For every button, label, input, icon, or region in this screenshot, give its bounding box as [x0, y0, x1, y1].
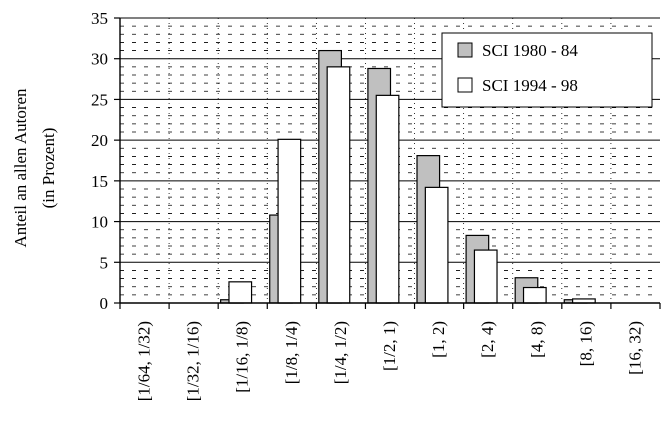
y-tick-label: 5 — [100, 253, 109, 272]
x-tick-label: [4, 8) — [527, 321, 546, 358]
x-tick-label: [1/64, 1/32) — [135, 321, 154, 401]
bar-series-2-6 — [424, 186, 449, 304]
x-tick-labels: [1/64, 1/32) [1/32, 1/16) [1/16, 1/8) [1/8,… — [135, 321, 645, 401]
y-axis-label-line-2: (in Prozent) — [39, 128, 58, 209]
legend-label-series-2: SCI 1994 - 98 — [482, 76, 578, 95]
y-axis-label-line-1: Anteil an allen Autoren — [11, 88, 30, 248]
x-tick-label: [1/16, 1/8) — [233, 321, 252, 393]
y-tick-label: 30 — [91, 50, 108, 69]
bar-series-2-5 — [375, 94, 400, 304]
y-tick-label: 25 — [91, 90, 108, 109]
legend: SCI 1980 - 84 SCI 1994 - 98 — [441, 32, 653, 108]
x-tick-label: [1/32, 1/16) — [184, 321, 203, 401]
x-tick-label: [1, 2) — [429, 321, 448, 358]
bars — [220, 49, 596, 304]
y-tick-label: 20 — [91, 131, 108, 150]
x-tick-label: [1/4, 1/2) — [331, 321, 350, 384]
y-tick-label: 10 — [91, 213, 108, 232]
legend-swatch-series-1 — [457, 42, 473, 58]
y-tick-labels: 0 5 10 15 20 25 30 35 — [91, 9, 108, 313]
x-tick-label: [1/8, 1/4) — [282, 321, 301, 384]
legend-box — [441, 32, 653, 108]
bar-series-2-2 — [228, 281, 253, 304]
x-tick-label: [8, 16) — [576, 321, 595, 366]
y-tick-label: 35 — [91, 9, 108, 28]
x-tick-label: [16, 32) — [625, 321, 644, 375]
bar-series-2-3 — [277, 138, 302, 304]
legend-swatch-series-2 — [457, 77, 473, 93]
x-tick-label: [1/2, 1) — [380, 321, 399, 371]
bar-series-2-4 — [326, 66, 351, 304]
y-tick-label: 15 — [91, 172, 108, 191]
legend-label-series-1: SCI 1980 - 84 — [482, 41, 578, 60]
x-tick-label: [2, 4) — [478, 321, 497, 358]
bar-series-2-7 — [473, 249, 498, 304]
y-tick-label: 0 — [100, 294, 109, 313]
y-axis-label: Anteil an allen Autoren (in Prozent) — [11, 88, 58, 248]
bar-series-2-8 — [522, 286, 547, 304]
axes — [114, 17, 661, 309]
